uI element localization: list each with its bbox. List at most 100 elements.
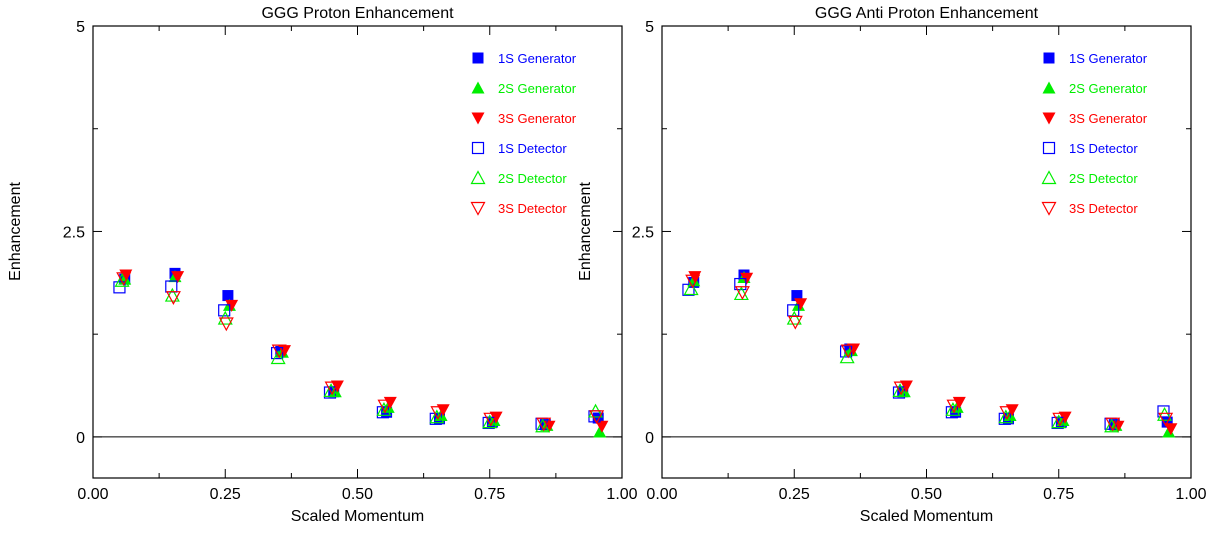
data-point: [324, 381, 340, 396]
legend-label: 3S Detector: [1069, 201, 1138, 216]
legend-label: 2S Detector: [498, 171, 567, 186]
data-point: [791, 290, 803, 302]
data-point: [1157, 405, 1170, 418]
data-point: [218, 317, 234, 332]
data-point: [270, 346, 284, 360]
data-point: [222, 290, 234, 302]
data-point: [489, 411, 503, 424]
data-point: [165, 291, 181, 305]
y-tick-label: 0: [76, 430, 85, 447]
x-tick-label: 0.50: [911, 486, 942, 503]
data-point: [733, 286, 749, 301]
data-point: [218, 304, 231, 317]
data-point: [171, 271, 185, 284]
data-point: [589, 410, 605, 425]
data-point: [1162, 425, 1176, 438]
legend-label: 3S Generator: [498, 111, 577, 126]
data-point: [225, 299, 239, 312]
chart-panel-1: GGG Proton Enhancement 0.00 0.25 0.50 0.75 1.…: [7, 5, 638, 525]
data-point: [1052, 412, 1068, 427]
legend-marker: [1042, 141, 1056, 155]
data-point: [377, 399, 393, 414]
x-tick-label: 0.00: [77, 486, 108, 503]
data-point: [685, 274, 701, 289]
legend-label: 1S Generator: [1069, 51, 1148, 66]
x-axis-label: Scaled Momentum: [860, 508, 993, 525]
data-point: [429, 409, 445, 424]
data-point: [1157, 406, 1173, 421]
data-point: [893, 381, 909, 396]
data-point: [542, 420, 556, 433]
legend-marker: [471, 141, 485, 155]
y-tick-label: 0: [645, 430, 654, 447]
x-tick-label: 0.75: [474, 486, 505, 503]
data-point: [430, 406, 446, 421]
x-tick-label: 0.25: [779, 486, 810, 503]
data-point: [330, 380, 344, 393]
legend-marker: [1041, 170, 1057, 185]
legend-label: 1S Detector: [1069, 141, 1138, 156]
data-point: [683, 281, 699, 296]
x-tick-label: 0.25: [210, 486, 241, 503]
data-point: [688, 271, 702, 284]
data-point: [593, 425, 607, 438]
legend-marker: [1043, 52, 1055, 64]
legend-label: 2S Generator: [498, 81, 577, 96]
x-tick-label: 1.00: [1175, 486, 1206, 503]
y-tick-label: 2.5: [632, 224, 654, 241]
legend-marker: [472, 52, 484, 64]
data-point: [1158, 412, 1174, 427]
data-point: [946, 399, 962, 414]
legend-marker: [470, 170, 486, 185]
data-point: [787, 315, 803, 330]
data-point: [740, 272, 754, 285]
data-point: [1105, 417, 1121, 432]
data-point: [734, 286, 750, 301]
legend-label: 3S Detector: [498, 201, 567, 216]
legend-marker: [471, 81, 485, 94]
x-tick-label: 1.00: [606, 486, 637, 503]
data-point: [536, 417, 552, 432]
data-point: [839, 349, 855, 364]
x-axis-label: Scaled Momentum: [291, 508, 424, 525]
y-tick-label: 5: [645, 19, 654, 36]
data-point: [998, 409, 1014, 424]
legend-label: 1S Generator: [498, 51, 577, 66]
data-point: [483, 412, 499, 427]
data-point: [592, 412, 604, 424]
legend-label: 1S Detector: [498, 141, 567, 156]
x-tick-label: 0.00: [646, 486, 677, 503]
legend-marker: [470, 201, 486, 216]
data-point: [786, 310, 802, 325]
data-point: [794, 298, 808, 311]
data-point: [1111, 420, 1125, 433]
legend-marker: [471, 112, 485, 125]
chart-title: GGG Anti Proton Enhancement: [815, 5, 1039, 22]
x-tick-label: 0.50: [342, 486, 373, 503]
y-axis-label: Enhancement: [7, 182, 24, 281]
data-point: [1058, 411, 1072, 424]
data-point: [999, 406, 1015, 421]
legend-label: 2S Detector: [1069, 171, 1138, 186]
legend-marker: [1041, 201, 1057, 216]
data-point: [682, 283, 695, 296]
data-point: [271, 344, 287, 359]
legend-label: 2S Generator: [1069, 81, 1148, 96]
legend-marker: [1042, 112, 1056, 125]
y-axis-label: Enhancement: [577, 182, 594, 281]
data-point: [899, 380, 913, 393]
x-tick-label: 0.75: [1043, 486, 1074, 503]
data-point: [595, 420, 609, 433]
data-point: [113, 281, 126, 294]
data-point: [1164, 423, 1178, 436]
y-tick-label: 5: [76, 19, 85, 36]
legend-marker: [1042, 81, 1056, 94]
chart-title: GGG Proton Enhancement: [261, 5, 454, 22]
data-point: [270, 350, 286, 365]
legend-label: 3S Generator: [1069, 111, 1148, 126]
data-point: [114, 273, 130, 287]
data-point: [116, 272, 132, 287]
data-point: [840, 344, 856, 359]
y-tick-label: 2.5: [63, 224, 85, 241]
